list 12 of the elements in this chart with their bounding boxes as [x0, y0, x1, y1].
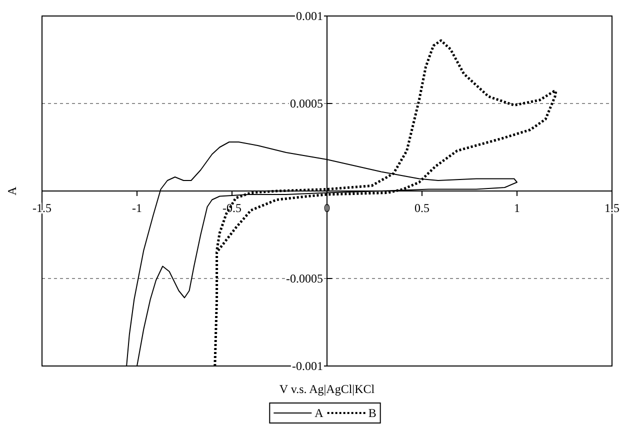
y-axis-title: A [5, 186, 19, 196]
y-tick-label: -0.001 [292, 358, 323, 373]
legend-label: B [368, 406, 376, 420]
x-tick-label: -0.5 [222, 201, 242, 216]
x-tick-label: 1 [514, 201, 520, 216]
legend-label: A [314, 406, 324, 420]
y-tick-label: 0.001 [296, 8, 323, 23]
x-tick-label: -1 [132, 201, 142, 216]
y-tick-label: 0.0005 [290, 96, 323, 110]
x-tick-label: 0.5 [414, 201, 430, 216]
y-tick-label: -0.0005 [286, 271, 323, 286]
x-axis-title: V v.s. Ag|AgCl|KCl [279, 382, 376, 396]
